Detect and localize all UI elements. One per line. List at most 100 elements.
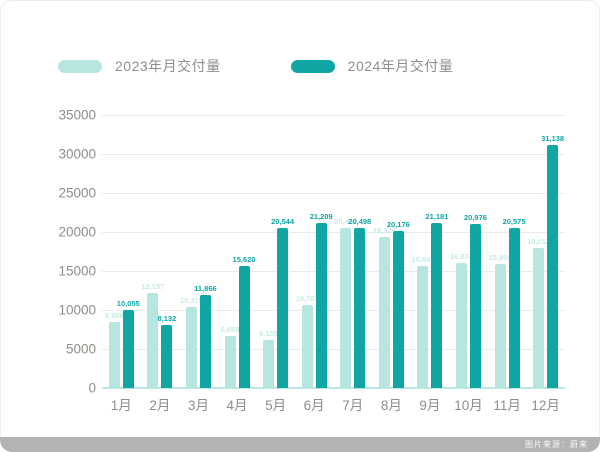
x-tick-2月: 2月 (149, 398, 171, 413)
bar-group-8月: 19,329 20,176 (372, 115, 411, 388)
bar-group-1月: 8,506 10,055 (102, 115, 141, 388)
bar-label-2024-12月: 31,138 (541, 134, 565, 144)
bar-label-2023-8月: 19,329 (372, 226, 396, 236)
y-tick-35000: 35000 (58, 107, 96, 123)
bar-2023-10月: 16,074 (450, 252, 473, 388)
bar-group-9月: 15,641 21,181 (411, 115, 450, 388)
x-tick-1月: 1月 (110, 398, 132, 413)
legend-swatch-2023 (58, 59, 102, 73)
bar-2024-12月: 31,138 (541, 134, 564, 388)
bar-label-2024-5月: 20,544 (271, 216, 295, 226)
gridline-30000 (102, 154, 565, 155)
bar-2024-2月: 8,132 (157, 314, 176, 388)
bar-label-2023-2月: 12,157 (141, 282, 165, 292)
bar-group-4月: 6,658 15,620 (218, 115, 257, 388)
bar-label-2023-6月: 10,707 (295, 293, 319, 303)
gridline-15000 (102, 271, 565, 272)
bar-label-2023-1月: 8,506 (104, 310, 124, 320)
y-tick-10000: 10000 (58, 302, 96, 318)
bar-label-2024-11月: 20,575 (502, 216, 526, 226)
bar-2023-3月: 10,378 (180, 296, 203, 388)
bar-2023-6月: 10,707 (296, 294, 319, 388)
bar-group-5月: 6,155 20,544 (256, 115, 295, 388)
y-tick-5000: 5000 (65, 341, 96, 357)
bar-groups: 8,506 10,055 12,157 8,132 10,378 11,866 6,658 1… (102, 115, 565, 388)
gridline-0 (102, 387, 565, 389)
bar-label-2024-1月: 10,055 (116, 298, 140, 308)
bar-2024-5月: 20,544 (271, 217, 294, 388)
bar-label-2023-3月: 10,378 (179, 296, 203, 306)
bar-2023-5月: 6,155 (259, 329, 278, 388)
bar-2023-8月: 19,329 (373, 226, 396, 388)
bar-label-2024-8月: 20,176 (386, 219, 410, 229)
bar-2023-11月: 15,959 (489, 253, 512, 388)
bar-label-2024-7月: 20,498 (348, 217, 372, 227)
bar-label-2023-11月: 15,959 (488, 252, 512, 262)
bar-label-2024-6月: 21,209 (309, 211, 333, 221)
x-tick-10月: 10月 (454, 398, 483, 413)
bar-group-11月: 15,959 20,575 (488, 115, 527, 388)
x-tick-7月: 7月 (342, 398, 364, 413)
bar-2024-10月: 20,976 (464, 213, 487, 388)
y-tick-25000: 25000 (58, 185, 96, 201)
bar-group-6月: 10,707 21,209 (295, 115, 334, 388)
bar-group-7月: 20,462 20,498 (333, 115, 372, 388)
bar-2024-4月: 15,620 (233, 255, 255, 388)
bar-label-2023-12月: 18,012 (527, 236, 551, 246)
bar-2024-3月: 11,866 (194, 284, 217, 388)
x-tick-5月: 5月 (265, 398, 287, 413)
y-tick-0: 0 (88, 380, 96, 396)
y-tick-15000: 15000 (58, 263, 96, 279)
bar-2024-9月: 21,181 (425, 212, 448, 388)
legend: 2023年月交付量 2024年月交付量 (58, 56, 453, 76)
bar-group-12月: 18,012 31,138 (526, 115, 565, 388)
plot-area: 8,506 10,055 12,157 8,132 10,378 11,866 6,658 1… (102, 115, 565, 389)
bar-label-2023-5月: 6,155 (259, 329, 278, 338)
gridline-5000 (102, 349, 565, 350)
y-tick-30000: 30000 (58, 146, 96, 162)
bar-label-2023-7月: 20,462 (334, 217, 358, 227)
x-tick-9月: 9月 (419, 398, 441, 413)
bar-group-2月: 12,157 8,132 (141, 115, 180, 388)
bar-2023-2月: 12,157 (141, 282, 164, 388)
watermark-text: 图片来源：蔚来 (525, 440, 588, 449)
bar-label-2023-9月: 15,641 (411, 255, 435, 265)
gridline-20000 (102, 232, 565, 233)
bar-2024-11月: 20,575 (503, 217, 526, 388)
bar-label-2023-4月: 6,658 (220, 325, 240, 335)
bar-2024-1月: 10,055 (117, 299, 140, 388)
x-tick-4月: 4月 (226, 398, 248, 413)
bar-2024-6月: 21,209 (310, 212, 333, 388)
bar-label-2024-9月: 21,181 (425, 211, 449, 221)
legend-label-2023: 2023年月交付量 (115, 58, 221, 74)
x-tick-3月: 3月 (187, 398, 209, 413)
bar-2024-7月: 20,498 (348, 217, 371, 388)
watermark-bar: 图片来源：蔚来 (0, 437, 600, 452)
legend-item-2024: 2024年月交付量 (290, 56, 454, 76)
bar-2023-1月: 8,506 (105, 311, 124, 388)
bar-2023-7月: 20,462 (334, 217, 357, 388)
bar-2023-12月: 18,012 (527, 237, 550, 388)
bar-label-2023-10月: 16,074 (450, 251, 473, 261)
bar-label-2024-2月: 8,132 (157, 313, 177, 323)
x-axis-labels: 1月 2月 3月 4月 5月 6月 7月 8月 9月 10月 11月 12月 (102, 394, 565, 414)
y-tick-20000: 20000 (58, 224, 96, 240)
x-tick-11月: 11月 (493, 398, 521, 413)
bar-label-2024-10月: 20,976 (464, 213, 487, 223)
bar-2024-8月: 20,176 (387, 220, 410, 388)
gridline-25000 (102, 193, 565, 194)
bar-group-10月: 16,074 20,976 (449, 115, 488, 388)
y-axis-labels: 0 5000 10000 15000 20000 25000 30000 35000 (24, 108, 96, 396)
bar-2023-4月: 6,658 (221, 325, 239, 388)
bar-label-2024-4月: 15,620 (232, 255, 256, 265)
legend-label-2024: 2024年月交付量 (347, 58, 454, 74)
gridline-10000 (102, 310, 565, 311)
x-tick-8月: 8月 (380, 398, 402, 413)
legend-item-2023: 2023年月交付量 (58, 56, 221, 76)
gridline-35000 (102, 115, 565, 116)
legend-swatch-2024 (290, 59, 335, 73)
bar-label-2024-3月: 11,866 (194, 284, 217, 294)
bar-2023-9月: 15,641 (411, 255, 434, 388)
bar-group-3月: 10,378 11,866 (179, 115, 218, 388)
